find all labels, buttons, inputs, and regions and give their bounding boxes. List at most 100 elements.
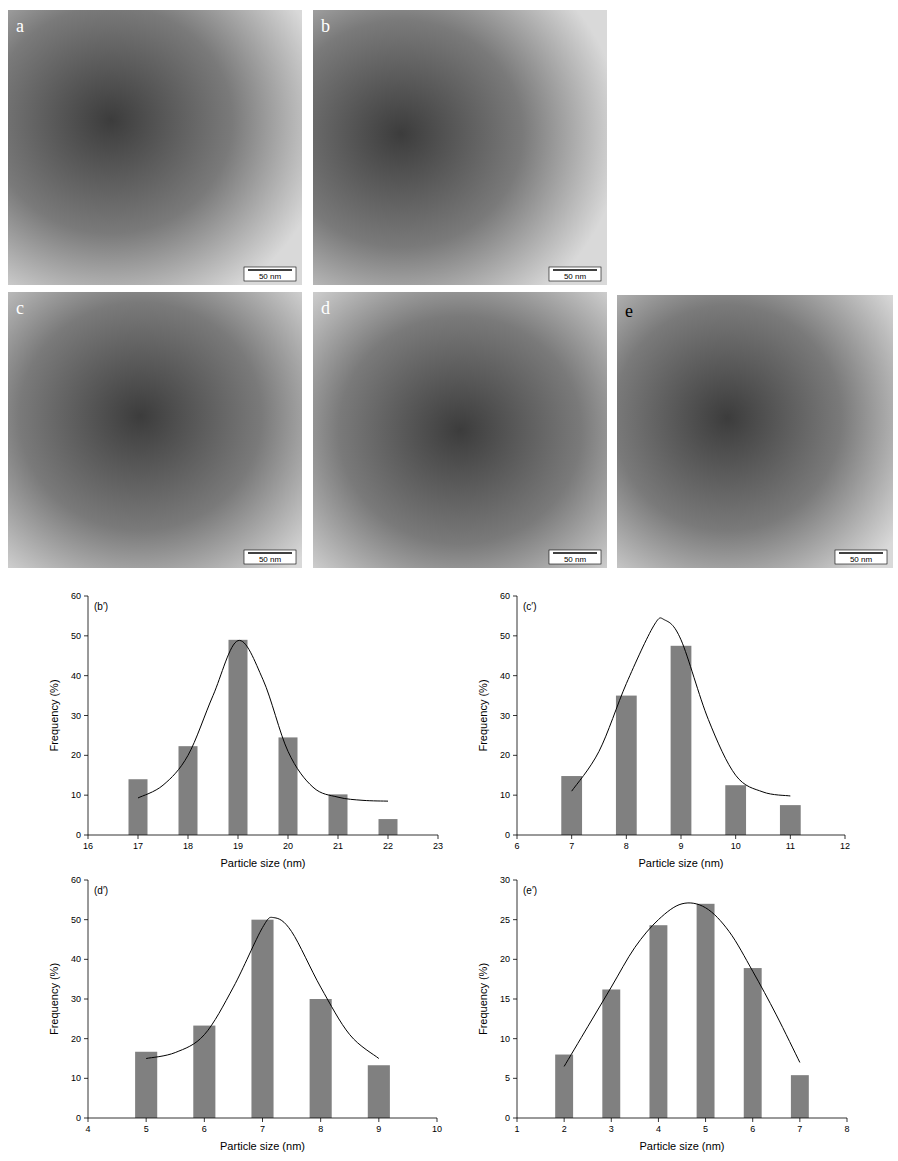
x-tick [847, 1118, 848, 1122]
y-tick [513, 919, 517, 920]
scale-bar [248, 552, 292, 554]
scale-bar-box [244, 267, 296, 281]
y-tick [84, 1078, 88, 1079]
y-tick [513, 596, 517, 597]
y-tick [84, 999, 88, 1000]
x-tick [378, 1118, 379, 1122]
y-tick-label: 50 [71, 631, 81, 641]
y-tick [84, 795, 88, 796]
x-tick [845, 835, 846, 839]
scale-bar [553, 269, 597, 271]
x-tick-label: 5 [703, 1124, 708, 1134]
y-tick [513, 1118, 517, 1119]
x-tick-label: 1 [514, 1124, 519, 1134]
y-tick [513, 959, 517, 960]
y-tick-label: 15 [500, 994, 510, 1004]
scale-bar [248, 269, 292, 271]
histogram: 16171819202122230102030405060Particle si… [48, 591, 443, 869]
x-tick-label: 11 [786, 841, 795, 851]
micrograph-panel: a50 nm [8, 10, 302, 285]
panel-title: (c′) [523, 601, 537, 612]
x-tick-label: 21 [333, 841, 343, 851]
x-tick-label: 10 [432, 1124, 442, 1134]
x-tick [564, 1118, 565, 1122]
x-tick [88, 1118, 89, 1122]
bar [649, 925, 667, 1118]
scale-bar-box [549, 267, 601, 281]
y-tick-label: 50 [500, 631, 510, 641]
bar [229, 640, 248, 835]
fit-curve [572, 618, 791, 796]
x-tick [88, 835, 89, 839]
panel-title: (e′) [523, 885, 537, 896]
scale-bar [839, 552, 883, 554]
bar [697, 904, 715, 1118]
y-tick-label: 10 [500, 790, 510, 800]
y-tick-label: 30 [71, 994, 81, 1004]
micrograph [617, 295, 893, 568]
x-tick [799, 1118, 800, 1122]
scale-bar-box [244, 550, 296, 564]
panel-title: (d′) [94, 885, 108, 896]
panel-letter: b [321, 16, 330, 36]
x-tick-label: 8 [844, 1124, 849, 1134]
micrograph [8, 10, 302, 285]
y-tick [513, 999, 517, 1000]
y-tick [513, 1078, 517, 1079]
x-tick [138, 835, 139, 839]
x-tick [658, 1118, 659, 1122]
x-tick [437, 1118, 438, 1122]
fit-curve [138, 640, 388, 801]
plot-area [561, 618, 800, 835]
plot-area [129, 640, 398, 835]
bar [602, 989, 620, 1118]
x-tick-label: 8 [624, 841, 629, 851]
micrograph-panel: e50 nm [617, 295, 893, 568]
micrograph [313, 10, 607, 285]
y-tick-label: 10 [71, 790, 81, 800]
x-tick [790, 835, 791, 839]
x-tick [338, 835, 339, 839]
x-tick [388, 835, 389, 839]
y-tick-label: 30 [71, 711, 81, 721]
x-tick-label: 16 [83, 841, 93, 851]
bar [555, 1055, 573, 1118]
x-tick-label: 6 [514, 841, 519, 851]
x-tick-label: 6 [750, 1124, 755, 1134]
y-tick [513, 755, 517, 756]
x-tick-label: 3 [609, 1124, 614, 1134]
histogram: 456789100102030405060Particle size (nm)F… [48, 875, 442, 1152]
bar [561, 776, 582, 835]
y-tick-label: 0 [76, 830, 81, 840]
bar [310, 999, 332, 1118]
fit-curve [564, 903, 800, 1067]
x-tick-label: 6 [202, 1124, 207, 1134]
y-tick [84, 919, 88, 920]
bar [329, 794, 348, 835]
y-tick-label: 40 [500, 671, 510, 681]
x-tick [288, 835, 289, 839]
x-tick-label: 18 [183, 841, 193, 851]
y-tick-label: 20 [500, 750, 510, 760]
plot-area [555, 903, 809, 1118]
x-tick [438, 835, 439, 839]
x-axis [88, 835, 438, 836]
y-tick-label: 60 [71, 875, 81, 885]
y-tick [84, 880, 88, 881]
x-tick-label: 2 [562, 1124, 567, 1134]
y-tick-label: 40 [71, 671, 81, 681]
scale-bar-box [835, 550, 887, 564]
y-tick-label: 50 [71, 915, 81, 925]
bar [368, 1065, 390, 1118]
y-tick [84, 596, 88, 597]
x-tick-label: 20 [283, 841, 293, 851]
x-tick-label: 4 [85, 1124, 90, 1134]
y-tick [513, 635, 517, 636]
scale-bar-label: 50 nm [564, 272, 587, 281]
y-tick [84, 635, 88, 636]
x-tick [705, 1118, 706, 1122]
y-tick [84, 715, 88, 716]
y-tick [84, 959, 88, 960]
y-tick [513, 1038, 517, 1039]
x-axis-title: Particle size (nm) [221, 857, 306, 869]
